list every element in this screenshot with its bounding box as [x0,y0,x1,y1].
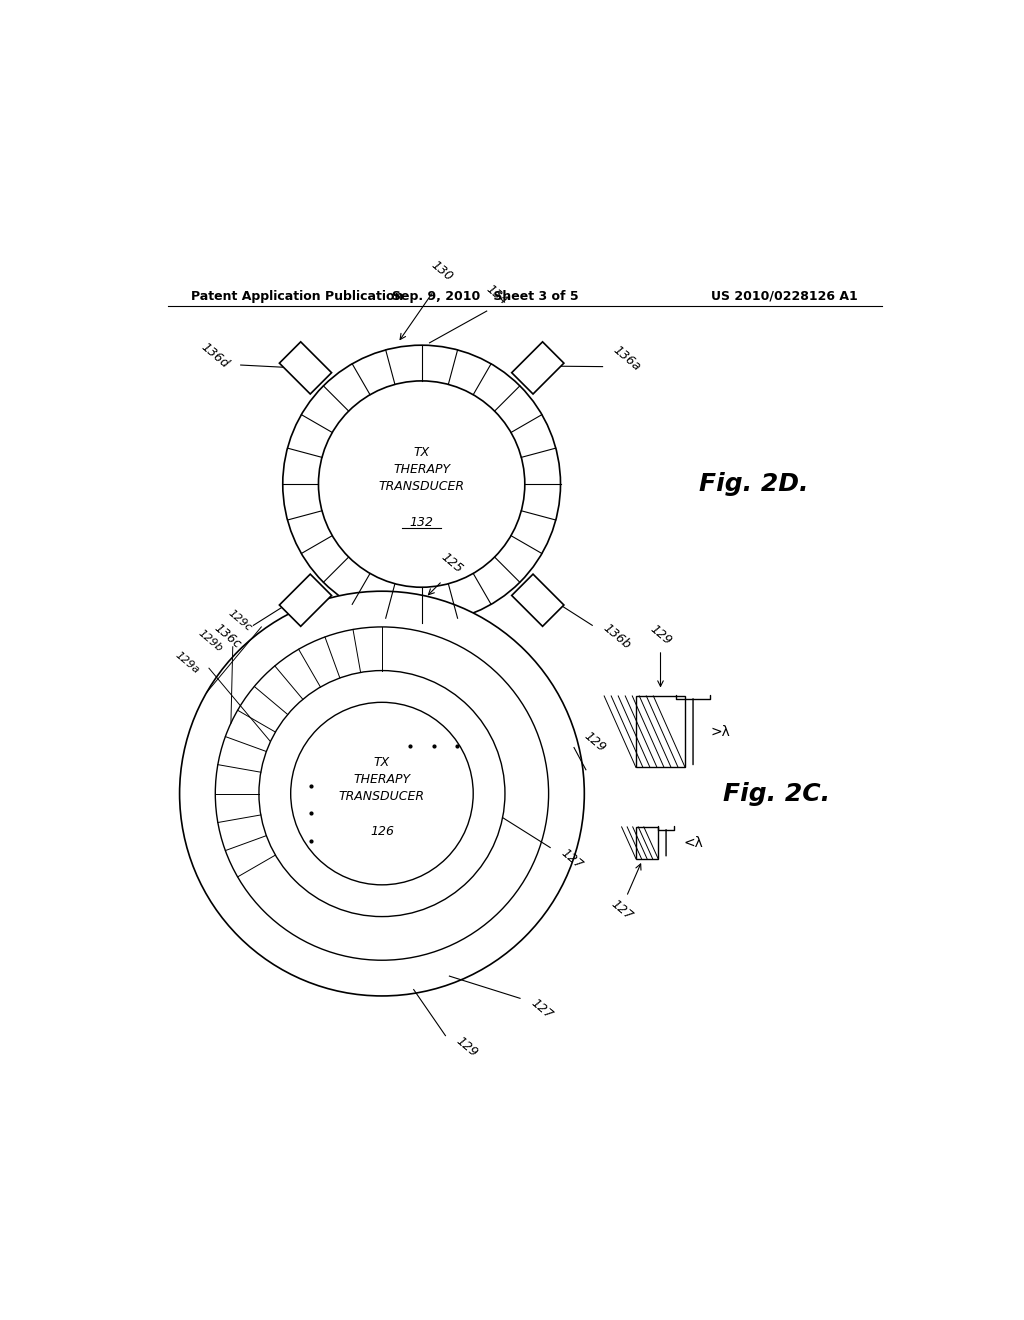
Text: TX
THERAPY
TRANSDUCER: TX THERAPY TRANSDUCER [379,446,465,494]
Text: >λ: >λ [711,725,730,739]
Circle shape [215,627,549,960]
Text: Fig. 2D.: Fig. 2D. [699,473,809,496]
Text: 129b: 129b [197,628,225,655]
Circle shape [259,671,505,916]
Text: 129c: 129c [226,609,253,634]
Polygon shape [512,574,564,626]
Text: 125: 125 [438,550,465,576]
Text: 130: 130 [428,259,455,284]
Text: TX
THERAPY
TRANSDUCER: TX THERAPY TRANSDUCER [339,756,425,803]
Circle shape [179,591,585,997]
Text: 127: 127 [528,997,555,1022]
Polygon shape [512,342,564,393]
Polygon shape [280,342,332,393]
Text: 132: 132 [410,516,433,529]
Text: 129a: 129a [173,649,201,676]
Text: 126: 126 [370,825,394,838]
Text: 136c: 136c [211,622,243,651]
Bar [636,826,658,858]
Circle shape [283,346,560,623]
Text: 136a: 136a [610,343,643,374]
Text: Fig. 2C.: Fig. 2C. [723,781,830,805]
Text: 136b: 136b [600,622,633,652]
Text: 129: 129 [454,1035,480,1060]
Circle shape [291,702,473,884]
Text: 129: 129 [582,729,608,755]
Text: US 2010/0228126 A1: US 2010/0228126 A1 [712,289,858,302]
Text: 134: 134 [483,282,510,308]
Text: Patent Application Publication: Patent Application Publication [191,289,403,302]
Text: <λ: <λ [684,836,703,850]
Text: 127: 127 [558,846,585,871]
Text: 129: 129 [647,622,674,648]
Text: 127: 127 [608,898,635,923]
Bar [636,696,685,767]
Circle shape [318,381,524,587]
Text: Sep. 9, 2010   Sheet 3 of 5: Sep. 9, 2010 Sheet 3 of 5 [392,289,579,302]
Text: 136d: 136d [199,341,231,371]
Polygon shape [280,574,332,626]
